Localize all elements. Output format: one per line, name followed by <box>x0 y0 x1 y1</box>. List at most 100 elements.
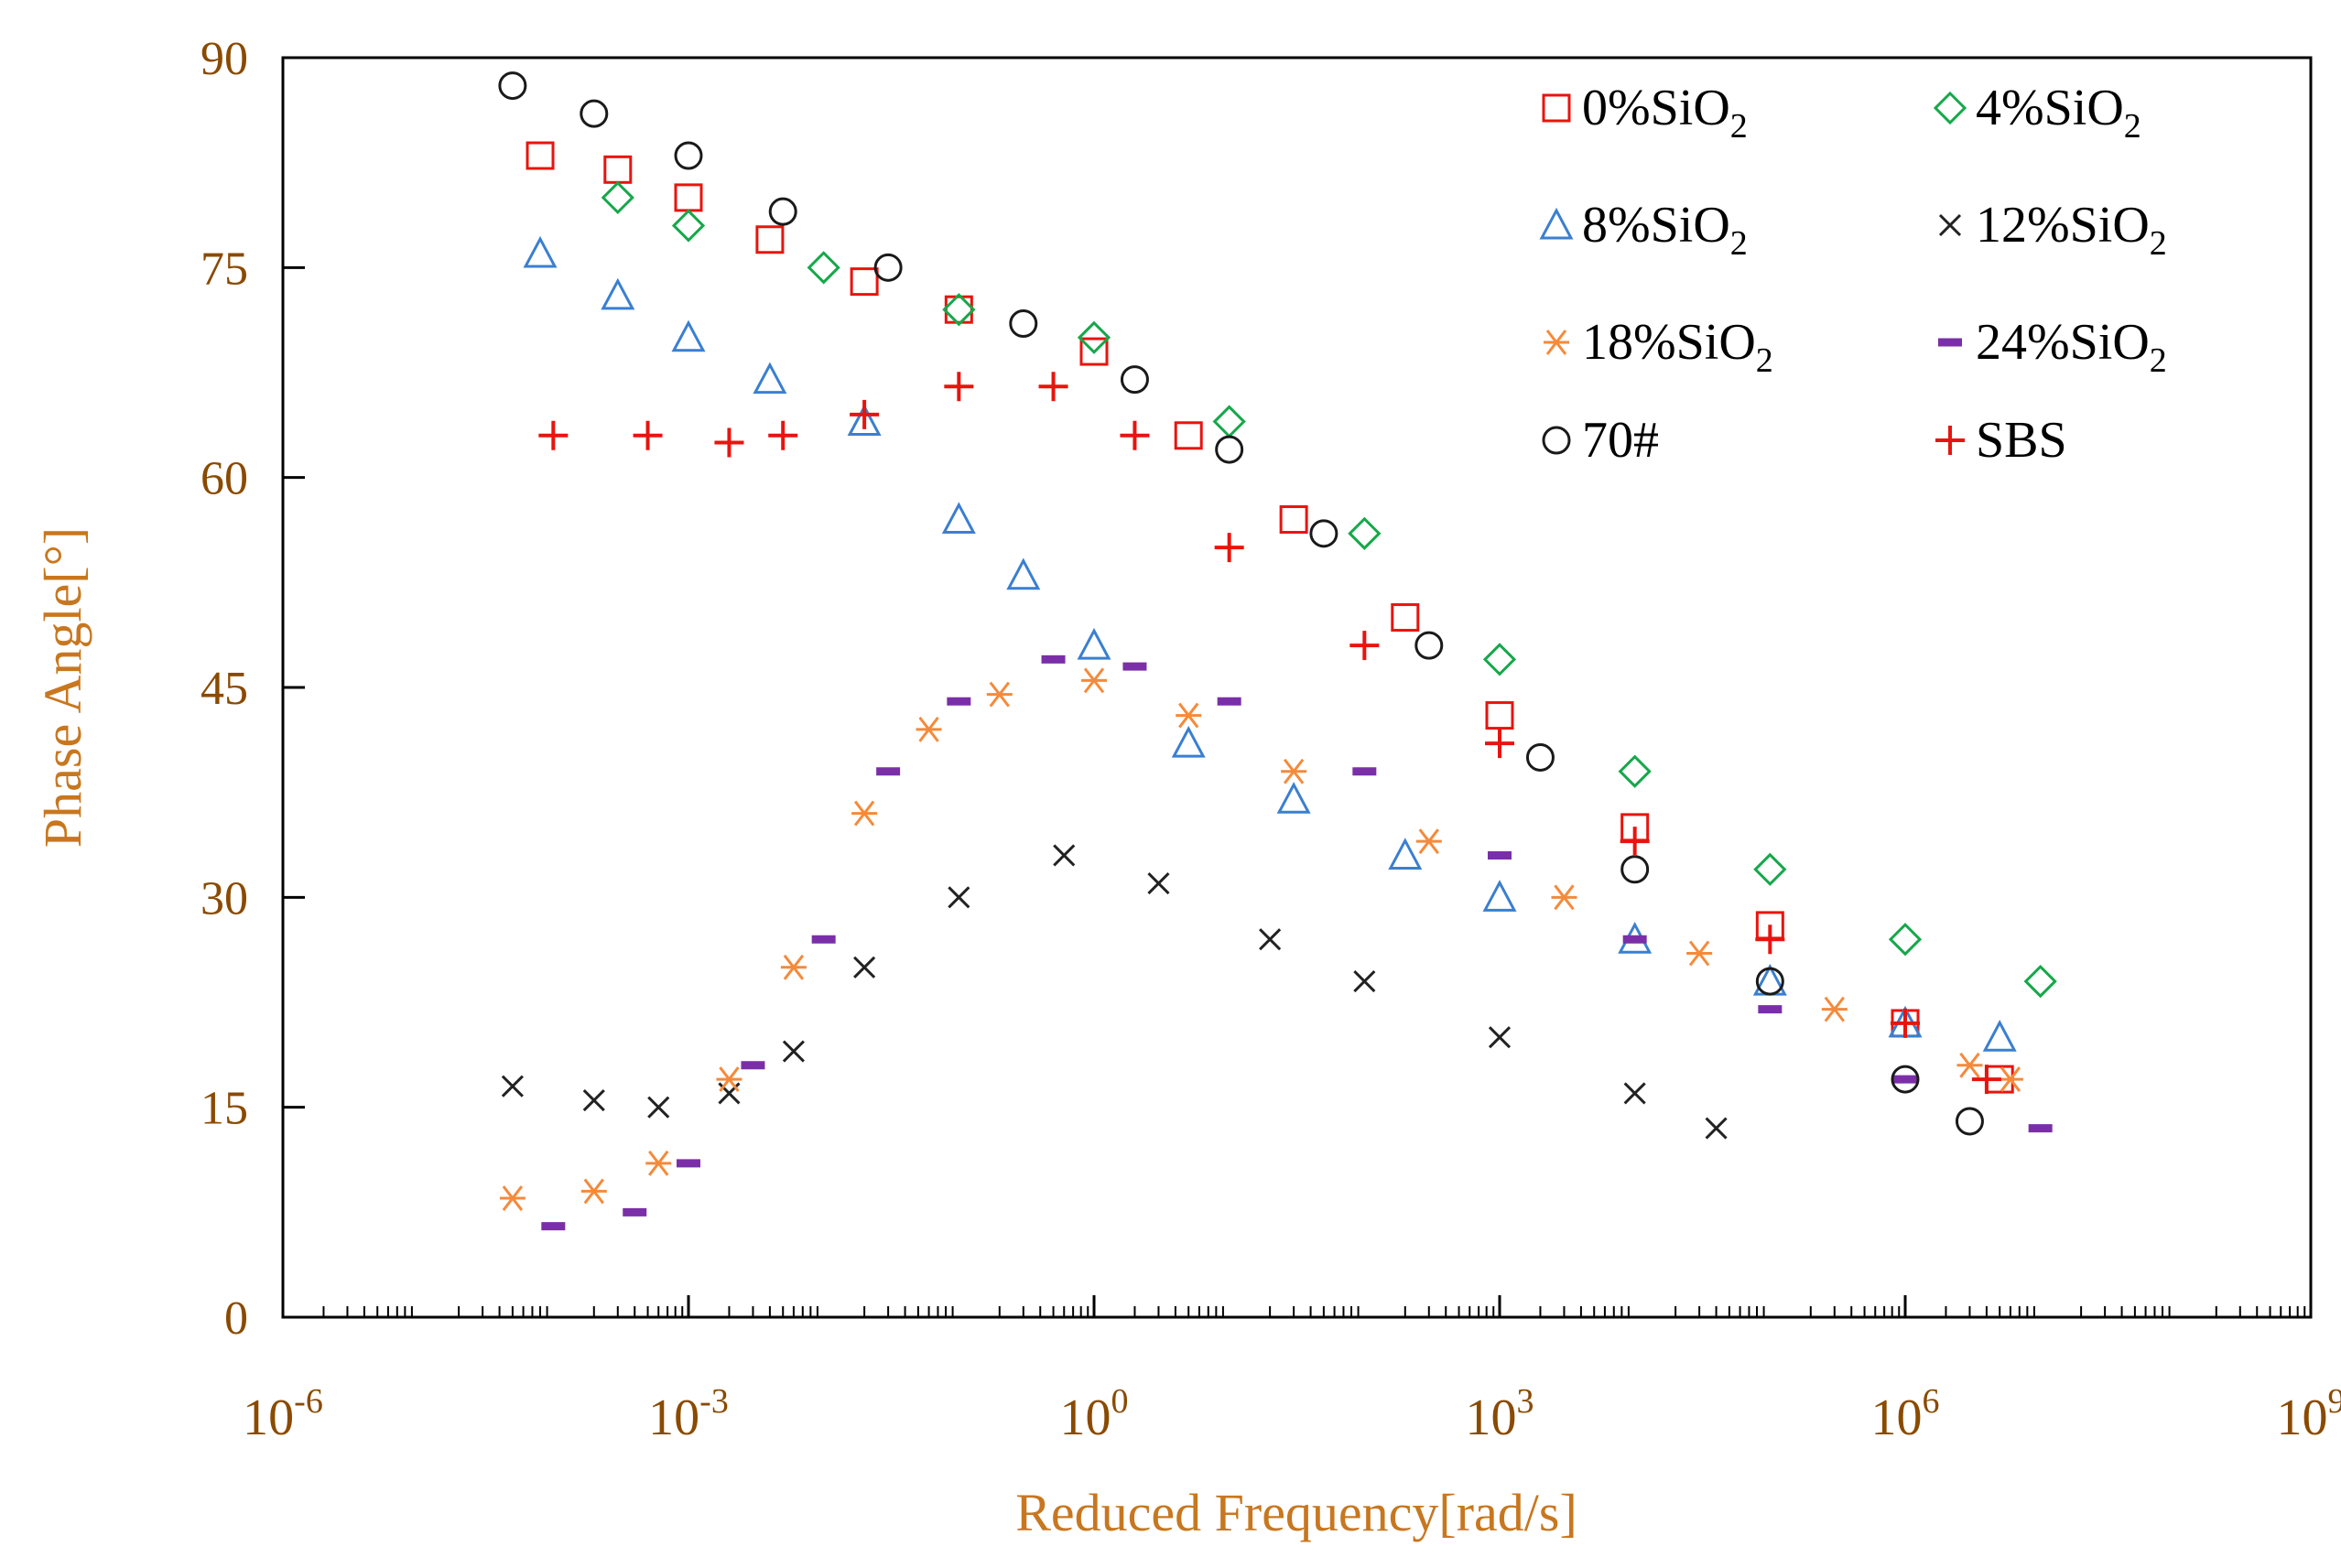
data-point <box>1891 1008 1920 1038</box>
data-point <box>1821 996 1848 1022</box>
data-point <box>1482 880 1517 912</box>
data-point <box>1955 1107 1984 1136</box>
data-point <box>499 1185 526 1211</box>
data-point <box>941 502 976 535</box>
data-point <box>1686 940 1713 967</box>
data-point <box>1391 603 1420 633</box>
data-point <box>1415 828 1442 855</box>
data-point <box>850 399 880 429</box>
data-point <box>847 404 882 437</box>
data-point <box>853 956 876 979</box>
legend-label: 12%SiO2 <box>1976 197 2167 263</box>
data-point <box>807 251 840 285</box>
data-point <box>1755 925 1785 955</box>
legend-marker <box>1544 330 1569 355</box>
data-point <box>1120 365 1149 395</box>
data-point <box>538 420 569 450</box>
data-point <box>1079 337 1109 366</box>
series-18-sio <box>499 667 2023 1211</box>
legend-label: 4%SiO2 <box>1976 80 2141 146</box>
data-point <box>1077 320 1111 354</box>
data-points <box>498 71 2057 1231</box>
data-point <box>942 293 976 327</box>
data-point <box>671 209 706 243</box>
data-point <box>1279 505 1308 535</box>
data-point <box>645 1150 672 1176</box>
series-70- <box>498 71 1984 1136</box>
data-point <box>716 1066 742 1093</box>
data-point <box>1077 627 1111 660</box>
data-point <box>768 420 798 450</box>
data-point <box>1485 701 1514 730</box>
data-point <box>523 235 558 268</box>
legend-marker <box>1539 207 1574 240</box>
data-point <box>1705 1117 1728 1140</box>
data-point <box>850 267 879 297</box>
data-point <box>498 71 527 101</box>
data-point <box>601 277 635 310</box>
data-point <box>1348 516 1382 550</box>
data-point <box>580 1178 607 1205</box>
data-point <box>1485 729 1514 759</box>
legend-label: 18%SiO2 <box>1582 314 1773 380</box>
y-tick-label: 45 <box>201 663 248 715</box>
x-tick-label: 106 <box>1871 1382 1940 1446</box>
data-point <box>601 180 634 215</box>
data-point <box>1309 519 1338 548</box>
x-tick-label: 103 <box>1466 1382 1534 1446</box>
data-point <box>1353 970 1376 993</box>
data-point <box>1215 435 1244 464</box>
data-point <box>1038 372 1068 402</box>
data-point <box>1488 1026 1512 1049</box>
data-point <box>1620 855 1650 884</box>
data-point <box>1214 533 1244 563</box>
data-point <box>1081 667 1107 694</box>
data-point <box>1551 884 1577 911</box>
data-point <box>526 141 555 170</box>
data-point <box>674 141 703 170</box>
data-point <box>1982 1020 2017 1052</box>
legend-label: 8%SiO2 <box>1582 197 1748 263</box>
data-point <box>1891 1065 1920 1094</box>
y-tick-label: 0 <box>224 1292 248 1345</box>
data-point <box>2023 964 2057 999</box>
legend-label: 0%SiO2 <box>1582 80 1748 146</box>
data-point <box>1259 928 1282 951</box>
data-point <box>782 1040 805 1063</box>
data-point <box>944 372 974 402</box>
data-point <box>1006 557 1041 590</box>
data-point <box>1525 742 1555 772</box>
data-point <box>1623 1082 1646 1105</box>
data-point <box>1009 308 1038 338</box>
y-tick-label: 15 <box>201 1083 248 1135</box>
data-point <box>1888 923 1923 957</box>
series-24-sio <box>541 654 2053 1231</box>
data-point <box>1414 631 1444 660</box>
data-point <box>1349 631 1380 661</box>
legend-marker <box>1542 93 1571 123</box>
data-point <box>1753 852 1787 886</box>
x-axis-title: Reduced Frequency[rad/s] <box>1015 1483 1577 1542</box>
data-point <box>1174 421 1203 450</box>
data-point <box>582 1088 605 1112</box>
data-point <box>714 427 744 458</box>
data-point <box>873 253 903 282</box>
data-point <box>1971 1065 2001 1095</box>
data-point <box>1482 643 1517 676</box>
data-point <box>1997 1066 2023 1093</box>
y-tick-label: 90 <box>201 33 248 85</box>
data-point <box>1276 782 1311 814</box>
data-point <box>851 800 878 827</box>
legend-marker <box>1938 213 1962 237</box>
series-12-sio <box>501 844 1728 1140</box>
data-point <box>916 716 942 742</box>
data-point <box>1120 420 1150 450</box>
data-point <box>1956 1052 1983 1078</box>
legend-marker <box>1933 91 1967 125</box>
data-point <box>580 99 609 128</box>
data-point <box>501 1075 524 1098</box>
legend: 0%SiO2 4%SiO2 8%SiO2 12%SiO2 18%SiO2 24%SiO2 7… <box>1539 80 2167 469</box>
data-point <box>753 362 787 395</box>
